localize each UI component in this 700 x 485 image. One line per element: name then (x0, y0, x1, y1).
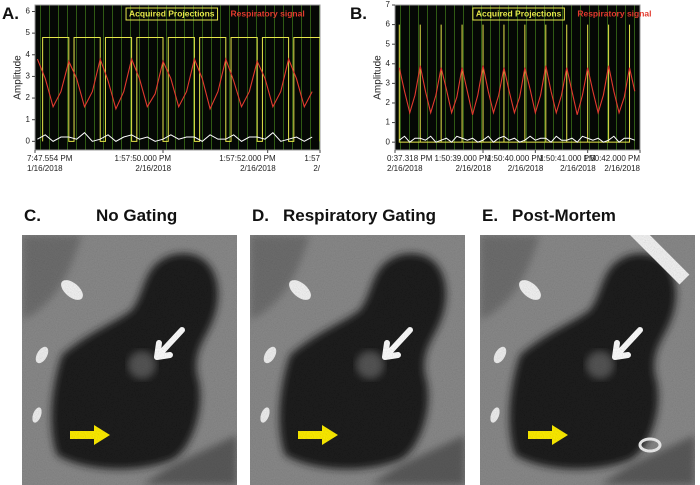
y-tick-label: 5 (26, 28, 31, 37)
x-tick-label: 1:50:42.000 PM 2/16/2018 (583, 154, 640, 173)
y-tick-label: 7 (386, 0, 391, 9)
y-tick-label: 1 (386, 118, 391, 127)
panel-letter: C. (24, 206, 41, 225)
x-tick-label: 0:37.318 PM 2/16/2018 (387, 154, 433, 173)
x-tick-label: 7:47.554 PM 1/16/2018 (27, 154, 73, 173)
x-tick-label: 1:50:41.000 PM 2/16/2018 (539, 154, 596, 173)
legend-box (472, 7, 565, 21)
series-line (42, 36, 320, 142)
legend-label: Respiratory signal (577, 8, 651, 18)
x-tick-label: 1:50:40.000 PM 2/16/2018 (486, 154, 544, 173)
legend-label: Respiratory signal (231, 8, 305, 18)
y-tick-label: 5 (386, 39, 391, 48)
plot-series (398, 24, 636, 143)
panel-title: Post-Mortem (512, 206, 616, 225)
y-tick-label: 6 (26, 7, 31, 16)
y-tick-label: 4 (26, 50, 31, 59)
panel-title: Respiratory Gating (283, 206, 437, 225)
series-line (398, 65, 636, 115)
y-tick-label: 4 (386, 59, 391, 68)
panel-letter: D. (252, 206, 269, 225)
x-tick-label: 1:57:52.000 PM 2/16/2018 (219, 154, 276, 173)
charts: 0 1 2 3 4 5 6 Acquired Projections Respiratory s… (26, 0, 652, 153)
y-tick-label: 0 (386, 137, 391, 146)
series-line (37, 132, 313, 142)
ct-image (250, 235, 465, 485)
y-tick-label: 1 (26, 115, 31, 124)
series-line (36, 57, 313, 111)
y-tick-label: 3 (386, 78, 391, 87)
legend-box (125, 7, 219, 21)
panel-letter: A. (2, 4, 19, 23)
series-line (398, 135, 635, 143)
legend-label: Acquired Projections (129, 8, 215, 18)
plot-area (34, 4, 321, 151)
y-axis-label: Amplitude (372, 55, 384, 100)
x-tick-label: 1:57 2/ (304, 154, 320, 173)
x-tick-label: 1:50:39.000 PM 2/16/2018 (434, 154, 492, 173)
ct-images (0, 235, 700, 485)
y-tick-label: 2 (386, 98, 391, 107)
panel-title: No Gating (96, 206, 178, 225)
legend-label: Acquired Projections (476, 8, 562, 18)
y-tick-label: 0 (26, 136, 31, 145)
y-tick-label: 2 (26, 93, 31, 102)
x-tick-label: 1:57:50.000 PM 2/16/2018 (114, 154, 172, 173)
panel-letter: B. (350, 4, 367, 23)
y-tick-label: 3 (26, 72, 31, 81)
series-line (398, 24, 631, 143)
plot-series (36, 36, 320, 142)
y-axis-label: Amplitude (12, 55, 24, 100)
plot-area (394, 4, 641, 151)
ct-image (480, 235, 695, 485)
ct-image (22, 235, 237, 485)
y-tick-label: 6 (386, 20, 391, 29)
panel-letter: E. (482, 206, 499, 225)
